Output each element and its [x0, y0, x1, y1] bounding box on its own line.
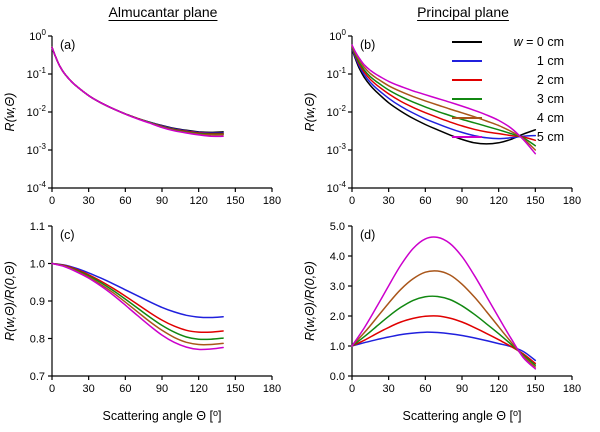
legend-label: 2 cm [537, 73, 564, 87]
x-tick-label: 60 [419, 383, 431, 395]
y-tick-label: 100 [29, 28, 46, 43]
legend-label: 3 cm [537, 92, 564, 106]
series-line [351, 47, 537, 140]
y-tick-label: 10-2 [27, 104, 47, 119]
y-tick-label: 10-4 [327, 180, 347, 195]
panel-d: 0 30 60 90 120 150 180 5.0 4.0 3.0 2.0 1.0 0.0 R(w,Θ)… [300, 214, 600, 432]
x-tick-label: 120 [189, 195, 207, 207]
y-tick-label: 100 [329, 28, 346, 43]
legend-label: 4 cm [537, 111, 564, 125]
panel-b-chart: 0 30 60 90 120 150 180 100 10-1 10-2 10-3 10-4 R(w,Θ… [303, 28, 581, 207]
x-tick-label: 150 [526, 195, 544, 207]
legend-label: 1 cm [537, 54, 564, 68]
series-line [51, 262, 224, 346]
y-tick-label: 1.0 [330, 341, 345, 353]
panel-a: 0 30 60 90 120 150 180 100 10-1 10-2 10-3 10-4 R(w,Θ… [0, 28, 300, 214]
x-tick-label: 0 [49, 383, 55, 395]
x-tick-label: 0 [49, 195, 55, 207]
x-tick-label: 90 [456, 383, 468, 395]
series-line [351, 236, 537, 370]
y-axis-label: R(w,Θ)/R(0,Θ) [303, 261, 317, 341]
x-tick-label: 60 [119, 383, 131, 395]
panel-d-chart: 0 30 60 90 120 150 180 5.0 4.0 3.0 2.0 1.0 0.0 R(w,Θ)… [303, 221, 581, 423]
panel-letter: (a) [60, 38, 75, 52]
y-tick-label: 10-3 [327, 142, 347, 157]
column-title-almucantar: Almucantar plane [108, 4, 218, 20]
x-tick-label: 30 [83, 195, 95, 207]
series-line [51, 262, 224, 341]
y-tick-label: 0.9 [30, 296, 45, 308]
x-tick-label: 120 [489, 195, 507, 207]
x-tick-label: 30 [83, 383, 95, 395]
x-tick-label: 0 [349, 383, 355, 395]
x-tick-label: 150 [226, 383, 244, 395]
y-tick-label: 5.0 [330, 221, 345, 233]
x-tick-label: 180 [563, 383, 581, 395]
series-line [51, 46, 224, 135]
x-tick-label: 90 [456, 195, 468, 207]
series-line [51, 262, 224, 319]
x-tick-label: 30 [383, 195, 395, 207]
panel-c-chart: 0 30 60 90 120 150 180 1.1 1.0 0.9 0.8 0.7 R(w,Θ)/R(… [3, 221, 281, 423]
x-axis-label: Scattering angle Θ [o] [403, 408, 522, 423]
series-line [351, 45, 537, 151]
y-axis-label: R(w,Θ) [3, 93, 17, 132]
x-tick-label: 150 [526, 383, 544, 395]
series-line [51, 46, 224, 136]
y-tick-label: 2.0 [330, 311, 345, 323]
x-tick-label: 90 [156, 195, 168, 207]
y-tick-label: 1.1 [30, 221, 45, 233]
panel-letter: (b) [360, 38, 375, 52]
series-line [51, 262, 224, 334]
panel-letter: (d) [360, 228, 375, 242]
y-tick-label: 4.0 [330, 251, 345, 263]
y-tick-label: 0.8 [30, 334, 45, 346]
series-line [351, 46, 537, 142]
series-line [51, 46, 224, 135]
x-tick-label: 60 [119, 195, 131, 207]
x-tick-label: 180 [263, 383, 281, 395]
series-line [51, 46, 224, 138]
panel-a-chart: 0 30 60 90 120 150 180 100 10-1 10-2 10-3 10-4 R(w,Θ… [3, 28, 281, 207]
panel-letter: (c) [60, 228, 75, 242]
series-line [351, 48, 537, 145]
x-tick-label: 0 [349, 195, 355, 207]
y-tick-label: 10-4 [27, 180, 47, 195]
series-line [351, 270, 537, 368]
x-tick-label: 60 [419, 195, 431, 207]
series-line [51, 46, 224, 134]
series-line [351, 44, 537, 155]
series-line [351, 331, 537, 362]
x-tick-label: 120 [189, 383, 207, 395]
y-tick-label: 10-2 [327, 104, 347, 119]
x-tick-label: 120 [489, 383, 507, 395]
y-tick-label: 3.0 [330, 281, 345, 293]
y-axis-label: R(w,Θ) [303, 93, 317, 132]
y-tick-label: 0.0 [330, 371, 345, 383]
series-line [351, 46, 537, 147]
x-tick-label: 30 [383, 383, 395, 395]
legend-label: 5 cm [537, 130, 564, 144]
y-tick-label: 0.7 [30, 371, 45, 383]
series-line [51, 262, 224, 351]
y-tick-label: 1.0 [30, 259, 45, 271]
x-tick-label: 180 [263, 195, 281, 207]
y-tick-label: 10-3 [27, 142, 47, 157]
column-title-principal: Principal plane [417, 4, 509, 20]
series-line [351, 295, 537, 366]
x-tick-label: 180 [563, 195, 581, 207]
x-tick-label: 150 [226, 195, 244, 207]
panel-c: 0 30 60 90 120 150 180 1.1 1.0 0.9 0.8 0.7 R(w,Θ)/R(… [0, 214, 300, 432]
x-axis-label: Scattering angle Θ [o] [103, 408, 222, 423]
panel-b: 0 30 60 90 120 150 180 100 10-1 10-2 10-3 10-4 R(w,Θ… [300, 28, 600, 214]
y-tick-label: 10-1 [27, 66, 47, 81]
y-axis-label: R(w,Θ)/R(0,Θ) [3, 261, 17, 341]
y-tick-label: 10-1 [327, 66, 347, 81]
series-line [351, 315, 537, 365]
legend-label: w = 0 cm [514, 35, 564, 49]
x-tick-label: 90 [156, 383, 168, 395]
